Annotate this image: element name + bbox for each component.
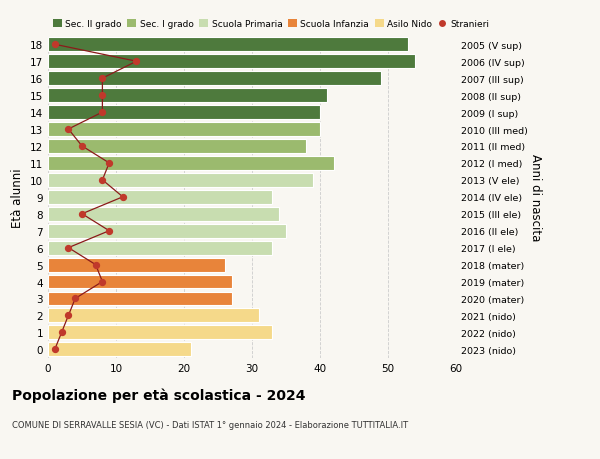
Bar: [48, 342, 191, 357]
Point: [77, 143, 87, 150]
Point: [98, 278, 107, 285]
Point: [98, 75, 107, 83]
Y-axis label: Età alunni: Età alunni: [11, 168, 25, 227]
Bar: [48, 292, 232, 306]
Bar: [48, 207, 279, 221]
Bar: [48, 258, 225, 272]
Point: [104, 160, 114, 167]
Bar: [48, 72, 381, 86]
Point: [98, 177, 107, 184]
Legend: Sec. II grado, Sec. I grado, Scuola Primaria, Scuola Infanzia, Asilo Nido, Stran: Sec. II grado, Sec. I grado, Scuola Prim…: [53, 20, 490, 29]
Bar: [48, 174, 313, 187]
Bar: [48, 140, 307, 154]
Point: [64, 312, 73, 319]
Bar: [48, 38, 409, 52]
Bar: [48, 106, 320, 120]
Point: [91, 261, 100, 269]
Point: [77, 211, 87, 218]
Point: [131, 58, 141, 66]
Bar: [48, 89, 327, 103]
Point: [50, 346, 59, 353]
Point: [70, 295, 80, 302]
Point: [64, 126, 73, 134]
Point: [98, 92, 107, 100]
Bar: [48, 224, 286, 238]
Text: Popolazione per età scolastica - 2024: Popolazione per età scolastica - 2024: [12, 388, 305, 403]
Bar: [48, 55, 415, 69]
Point: [50, 41, 59, 49]
Bar: [48, 275, 232, 289]
Point: [118, 194, 128, 201]
Bar: [48, 326, 272, 340]
Text: COMUNE DI SERRAVALLE SESIA (VC) - Dati ISTAT 1° gennaio 2024 - Elaborazione TUTT: COMUNE DI SERRAVALLE SESIA (VC) - Dati I…: [12, 420, 408, 429]
Bar: [48, 309, 259, 323]
Bar: [48, 157, 334, 170]
Bar: [48, 190, 272, 204]
Point: [64, 245, 73, 252]
Bar: [48, 123, 320, 137]
Point: [104, 228, 114, 235]
Point: [98, 109, 107, 117]
Point: [57, 329, 67, 336]
Bar: [48, 241, 272, 255]
Y-axis label: Anni di nascita: Anni di nascita: [529, 154, 542, 241]
